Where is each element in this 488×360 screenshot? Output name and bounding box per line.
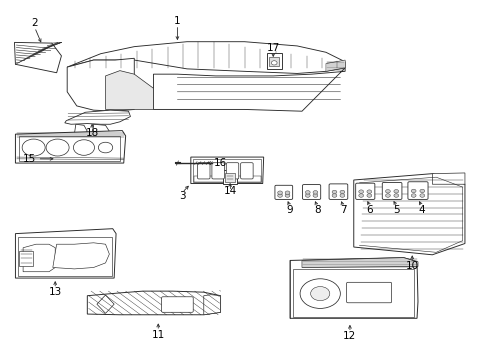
- Circle shape: [73, 140, 94, 155]
- FancyBboxPatch shape: [292, 269, 413, 317]
- Polygon shape: [15, 42, 61, 73]
- Text: 7: 7: [339, 205, 346, 215]
- Polygon shape: [53, 243, 109, 269]
- Circle shape: [358, 194, 363, 197]
- Text: 6: 6: [366, 205, 373, 215]
- FancyBboxPatch shape: [302, 185, 320, 199]
- Circle shape: [312, 190, 317, 194]
- Text: 17: 17: [266, 43, 279, 53]
- Text: 16: 16: [213, 158, 227, 168]
- Polygon shape: [74, 124, 87, 135]
- Text: 15: 15: [23, 154, 37, 164]
- Circle shape: [46, 139, 69, 156]
- Circle shape: [277, 191, 282, 194]
- FancyBboxPatch shape: [19, 251, 33, 266]
- Circle shape: [331, 194, 336, 197]
- Circle shape: [300, 279, 340, 309]
- Polygon shape: [64, 110, 130, 124]
- Polygon shape: [289, 258, 417, 318]
- FancyBboxPatch shape: [382, 183, 401, 199]
- Circle shape: [339, 190, 344, 194]
- Polygon shape: [16, 229, 116, 278]
- Polygon shape: [203, 294, 220, 315]
- Circle shape: [419, 189, 424, 193]
- Polygon shape: [431, 173, 464, 184]
- Circle shape: [271, 61, 277, 65]
- Polygon shape: [16, 131, 125, 163]
- Text: 10: 10: [405, 261, 418, 271]
- Text: 18: 18: [85, 129, 99, 139]
- FancyBboxPatch shape: [355, 183, 374, 199]
- Text: 2: 2: [31, 18, 38, 28]
- Text: 3: 3: [179, 191, 185, 201]
- FancyBboxPatch shape: [407, 182, 427, 199]
- FancyBboxPatch shape: [193, 176, 260, 182]
- FancyBboxPatch shape: [226, 163, 238, 179]
- Polygon shape: [153, 68, 345, 111]
- FancyBboxPatch shape: [19, 136, 120, 161]
- Polygon shape: [87, 291, 220, 315]
- Polygon shape: [190, 157, 263, 184]
- Text: 1: 1: [174, 16, 181, 26]
- Circle shape: [393, 189, 398, 193]
- Polygon shape: [67, 42, 345, 73]
- Circle shape: [419, 194, 424, 197]
- Text: 11: 11: [151, 329, 164, 339]
- FancyBboxPatch shape: [161, 297, 193, 312]
- Circle shape: [285, 194, 289, 197]
- Text: 4: 4: [418, 205, 424, 215]
- FancyBboxPatch shape: [18, 237, 112, 276]
- Polygon shape: [105, 71, 153, 109]
- Circle shape: [410, 189, 415, 193]
- Text: 8: 8: [313, 205, 320, 215]
- Circle shape: [22, 139, 45, 156]
- Polygon shape: [92, 124, 109, 136]
- FancyBboxPatch shape: [211, 163, 224, 179]
- Circle shape: [305, 190, 309, 194]
- FancyBboxPatch shape: [223, 170, 236, 184]
- Text: 12: 12: [343, 331, 356, 341]
- FancyBboxPatch shape: [225, 173, 234, 183]
- Polygon shape: [325, 60, 345, 71]
- FancyBboxPatch shape: [328, 184, 347, 199]
- FancyBboxPatch shape: [274, 185, 292, 199]
- FancyBboxPatch shape: [240, 163, 253, 179]
- Circle shape: [393, 194, 398, 197]
- Circle shape: [312, 194, 317, 197]
- Circle shape: [366, 190, 371, 193]
- Text: 14: 14: [223, 186, 236, 196]
- Circle shape: [358, 190, 363, 193]
- Text: 13: 13: [48, 287, 61, 297]
- Circle shape: [339, 194, 344, 197]
- FancyBboxPatch shape: [197, 163, 209, 179]
- FancyBboxPatch shape: [346, 282, 391, 303]
- Circle shape: [366, 194, 371, 197]
- Circle shape: [331, 190, 336, 194]
- Text: 5: 5: [393, 205, 399, 215]
- Circle shape: [385, 194, 389, 197]
- Polygon shape: [67, 58, 134, 111]
- Circle shape: [98, 142, 112, 153]
- Circle shape: [305, 194, 309, 197]
- Circle shape: [410, 194, 415, 197]
- FancyBboxPatch shape: [269, 57, 279, 66]
- Circle shape: [310, 287, 329, 301]
- Circle shape: [277, 194, 282, 197]
- Polygon shape: [302, 258, 417, 267]
- FancyBboxPatch shape: [192, 159, 260, 182]
- Polygon shape: [23, 244, 55, 272]
- Circle shape: [285, 191, 289, 194]
- Polygon shape: [353, 174, 464, 255]
- Polygon shape: [97, 295, 114, 313]
- Text: 9: 9: [286, 205, 293, 215]
- FancyBboxPatch shape: [266, 53, 281, 68]
- Circle shape: [385, 189, 389, 193]
